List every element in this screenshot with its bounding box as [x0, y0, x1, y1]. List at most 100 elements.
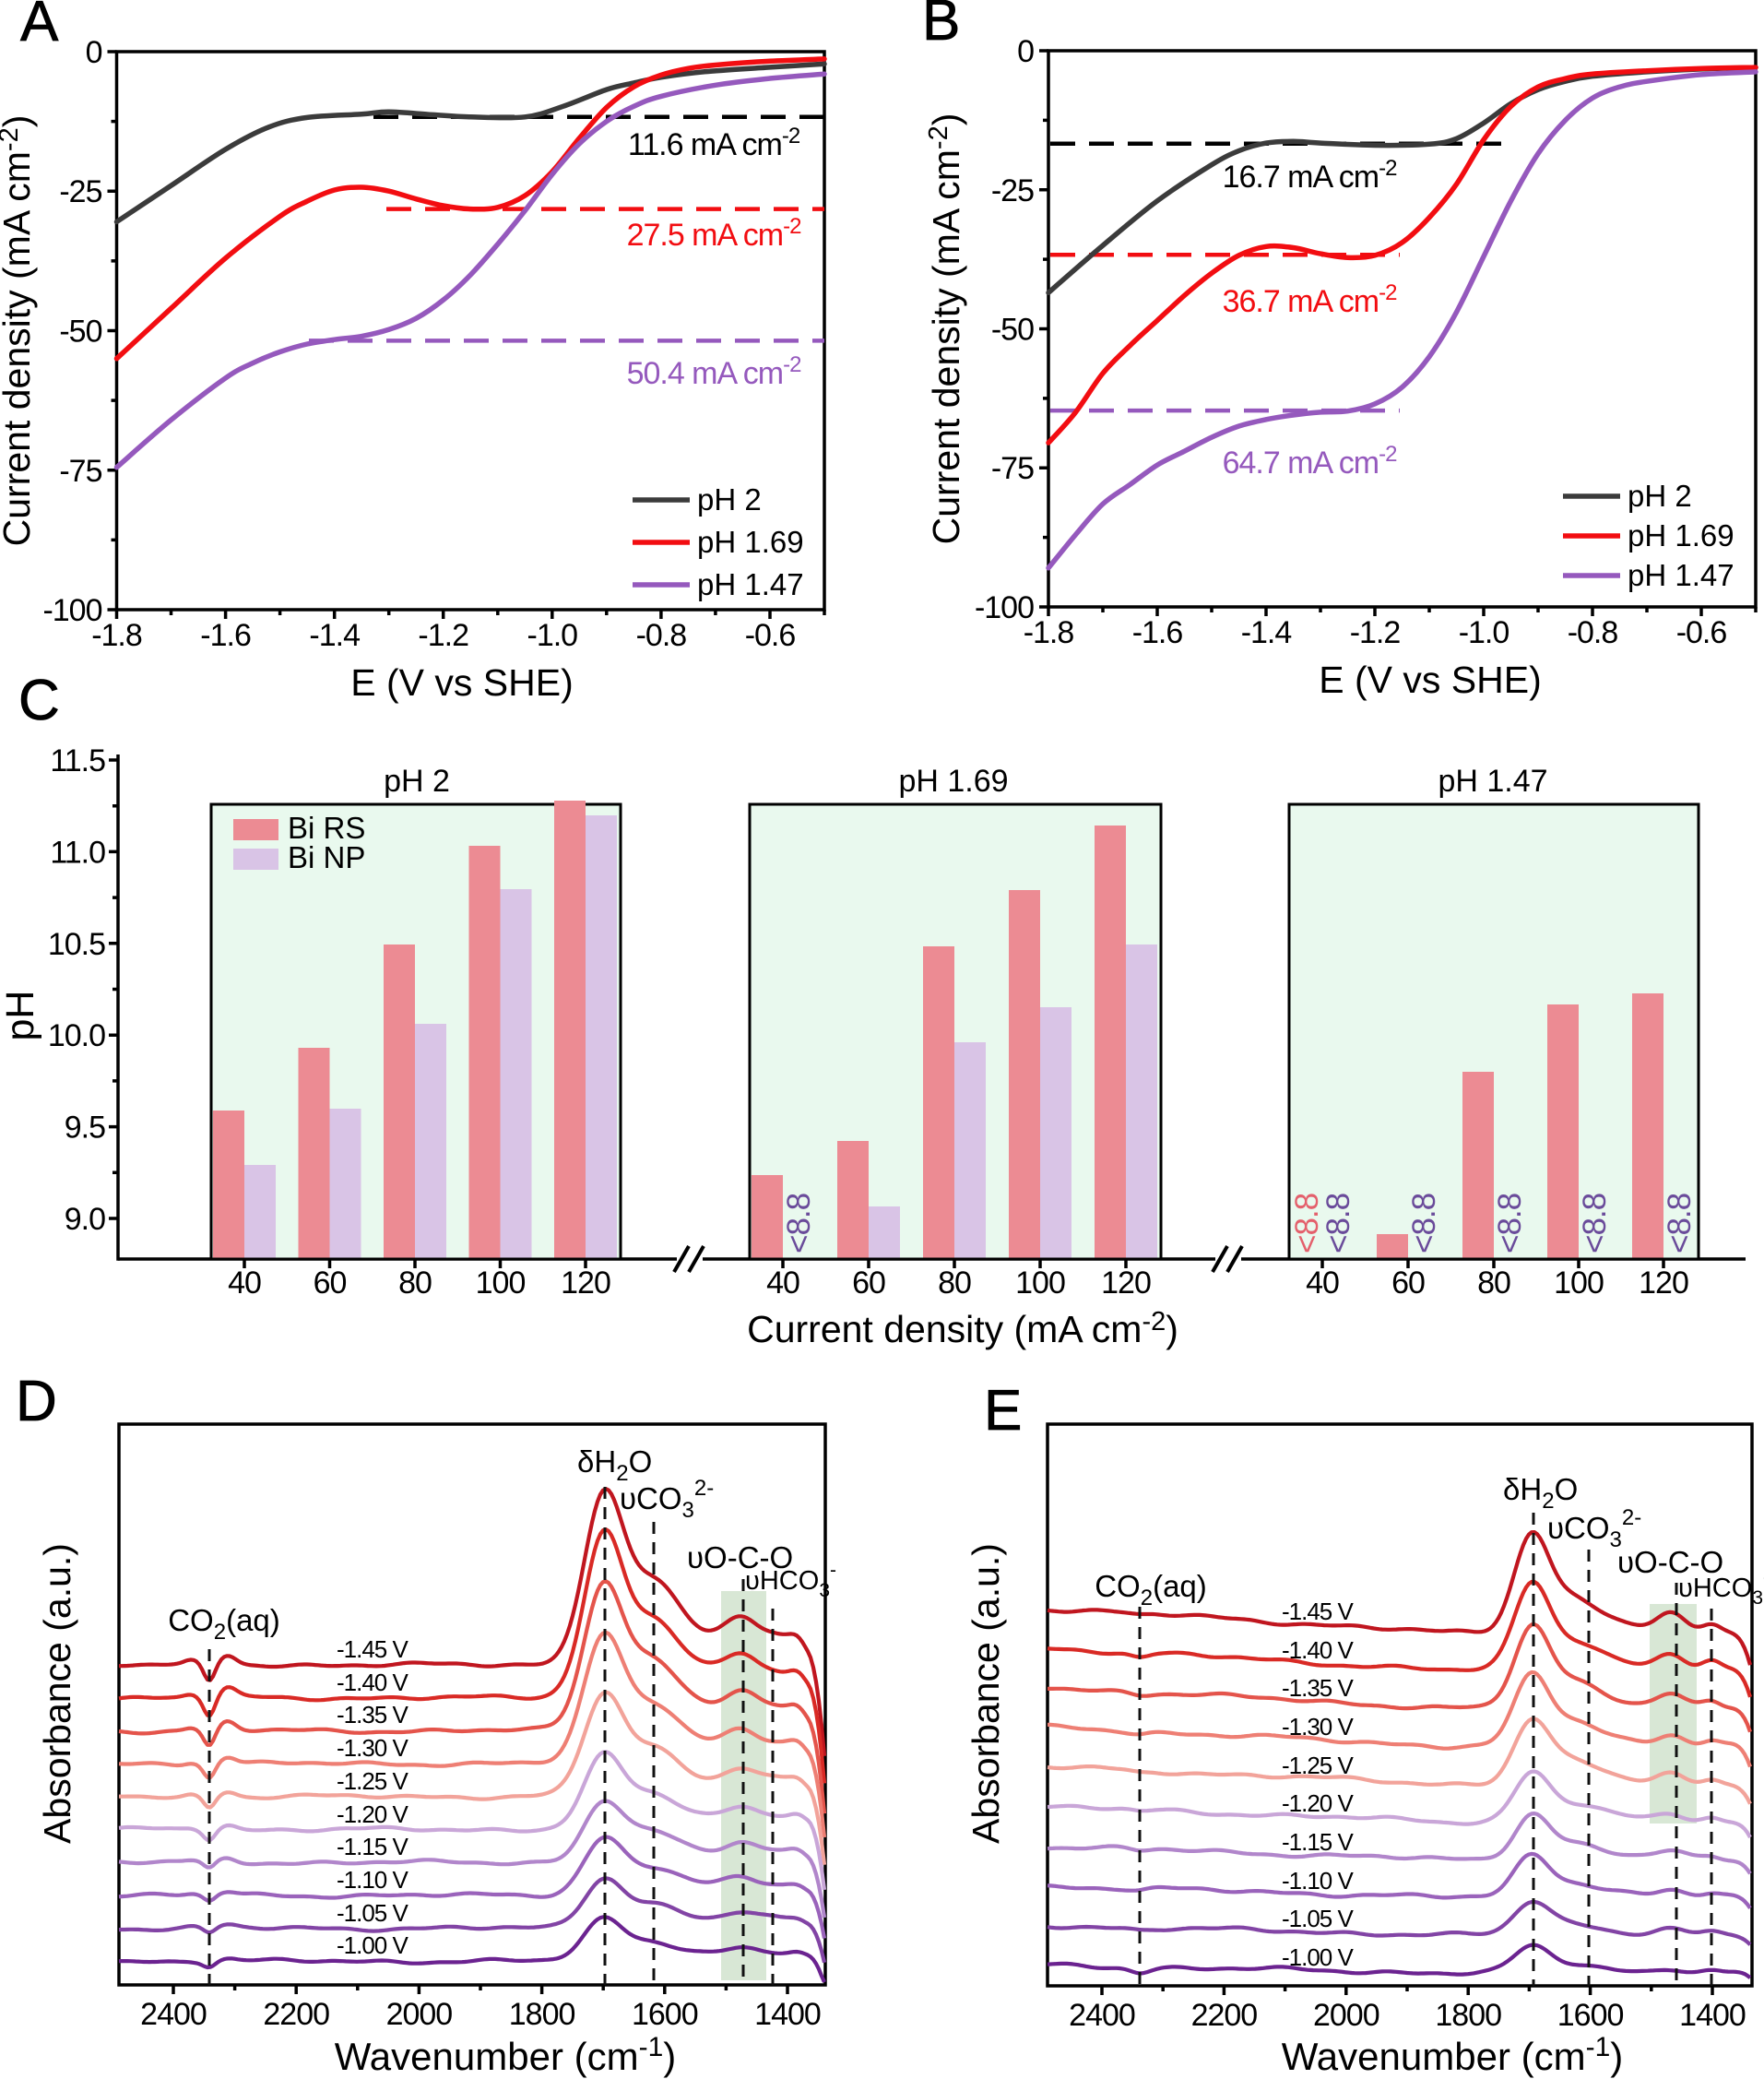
svg-text:-1.2: -1.2: [1350, 615, 1401, 650]
svg-text:10.5: 10.5: [48, 927, 105, 962]
svg-text:-1.40 V: -1.40 V: [337, 1669, 408, 1696]
svg-text:<8.8: <8.8: [1577, 1194, 1613, 1253]
svg-text:40: 40: [228, 1265, 261, 1301]
svg-text:-50: -50: [59, 315, 101, 350]
svg-text:Current density (mA cm-2): Current density (mA cm-2): [747, 1307, 1178, 1350]
svg-text:-1.00 V: -1.00 V: [337, 1931, 408, 1959]
svg-text:Bi NP: Bi NP: [288, 840, 365, 874]
svg-text:pH 1.69: pH 1.69: [697, 525, 804, 559]
svg-text:1400: 1400: [754, 1997, 821, 2032]
svg-text:-0.8: -0.8: [1568, 615, 1618, 650]
svg-text:40: 40: [766, 1265, 799, 1301]
svg-text:40: 40: [1306, 1265, 1339, 1301]
svg-text:υO-C-O: υO-C-O: [1617, 1545, 1723, 1579]
svg-text:-1.35 V: -1.35 V: [1282, 1674, 1354, 1702]
svg-text:B: B: [922, 0, 960, 53]
svg-text:2000: 2000: [386, 1997, 453, 2032]
svg-text:<8.8: <8.8: [1492, 1194, 1528, 1253]
svg-text:-1.25 V: -1.25 V: [337, 1767, 408, 1795]
svg-text:pH: pH: [0, 991, 42, 1041]
svg-text:A: A: [20, 0, 59, 53]
svg-text:2000: 2000: [1313, 1998, 1379, 2033]
svg-text:-1.20 V: -1.20 V: [1282, 1789, 1354, 1817]
svg-text:-0.8: -0.8: [636, 618, 687, 653]
svg-text:9.5: 9.5: [65, 1111, 105, 1146]
svg-text:<8.8: <8.8: [1289, 1194, 1325, 1253]
svg-text:Wavenumber (cm-1): Wavenumber (cm-1): [335, 2032, 677, 2078]
svg-text:1800: 1800: [509, 1997, 575, 2032]
svg-text:<8.8: <8.8: [1406, 1194, 1442, 1253]
svg-text:-1.0: -1.0: [1459, 615, 1509, 650]
svg-text:60: 60: [852, 1265, 885, 1301]
svg-text:υO-C-O: υO-C-O: [687, 1540, 793, 1574]
svg-text:pH 1.69: pH 1.69: [1628, 518, 1734, 552]
svg-text:11.0: 11.0: [50, 835, 105, 870]
svg-text:-1.45 V: -1.45 V: [337, 1635, 408, 1663]
svg-text:60: 60: [314, 1265, 347, 1301]
svg-text:9.0: 9.0: [65, 1202, 105, 1237]
svg-text:120: 120: [561, 1265, 610, 1301]
svg-text:Bi RS: Bi RS: [288, 811, 365, 845]
svg-text:Wavenumber (cm-1): Wavenumber (cm-1): [1282, 2032, 1624, 2078]
svg-text:pH 2: pH 2: [1628, 479, 1692, 513]
svg-text:80: 80: [398, 1265, 432, 1301]
svg-text:2200: 2200: [263, 1997, 329, 2032]
svg-text:Absorbance (a.u.): Absorbance (a.u.): [965, 1543, 1007, 1844]
svg-text:1400: 1400: [1679, 1998, 1746, 2033]
svg-text:1600: 1600: [1557, 1998, 1624, 2033]
svg-text:pH 2: pH 2: [384, 764, 450, 799]
svg-text:C: C: [18, 669, 60, 732]
svg-text:-1.0: -1.0: [527, 618, 578, 653]
svg-text:υHCO3-: υHCO3-: [1678, 1567, 1764, 1609]
svg-text:0: 0: [1017, 34, 1034, 69]
svg-text:1800: 1800: [1435, 1998, 1501, 2033]
svg-text:2400: 2400: [140, 1997, 207, 2032]
svg-text:-1.35 V: -1.35 V: [337, 1701, 408, 1729]
svg-text:-25: -25: [991, 173, 1034, 208]
svg-text:-1.15 V: -1.15 V: [1282, 1828, 1354, 1856]
svg-text:Current density (mA cm-2): Current density (mA cm-2): [0, 115, 38, 547]
svg-text:10.0: 10.0: [48, 1018, 105, 1053]
svg-text:11.5: 11.5: [50, 743, 105, 778]
svg-text:-1.6: -1.6: [200, 618, 251, 653]
svg-text:pH 2: pH 2: [697, 482, 762, 517]
svg-text:11.6 mA cm-2: 11.6 mA cm-2: [628, 124, 800, 162]
svg-text:80: 80: [1477, 1265, 1510, 1301]
svg-text:-75: -75: [59, 454, 101, 489]
svg-text:-1.15 V: -1.15 V: [337, 1833, 408, 1860]
svg-text:120: 120: [1101, 1265, 1151, 1301]
svg-text:-1.8: -1.8: [1024, 615, 1074, 650]
svg-text:E (V vs SHE): E (V vs SHE): [1319, 659, 1541, 701]
svg-text:-1.05 V: -1.05 V: [1282, 1905, 1354, 1932]
svg-text:2400: 2400: [1069, 1998, 1135, 2033]
svg-text:2200: 2200: [1191, 1998, 1258, 2033]
svg-text:<8.8: <8.8: [1320, 1194, 1356, 1253]
svg-text:-0.6: -0.6: [1676, 615, 1727, 650]
svg-text:36.7 mA cm-2: 36.7 mA cm-2: [1223, 280, 1398, 319]
svg-text:-1.6: -1.6: [1132, 615, 1183, 650]
svg-text:pH 1.69: pH 1.69: [898, 764, 1008, 799]
svg-text:-1.30 V: -1.30 V: [337, 1734, 408, 1762]
svg-text:16.7 mA cm-2: 16.7 mA cm-2: [1223, 156, 1398, 195]
svg-text:-1.4: -1.4: [1241, 615, 1292, 650]
svg-text:pH 1.47: pH 1.47: [1628, 558, 1734, 592]
svg-text:-1.2: -1.2: [418, 618, 468, 653]
svg-text:-1.4: -1.4: [309, 618, 360, 653]
svg-text:-1.10 V: -1.10 V: [337, 1866, 408, 1894]
svg-text:0: 0: [86, 35, 102, 70]
svg-text:<8.8: <8.8: [1662, 1194, 1698, 1253]
svg-text:27.5 mA cm-2: 27.5 mA cm-2: [627, 214, 802, 253]
svg-text:<8.8: <8.8: [781, 1194, 817, 1253]
svg-text:100: 100: [1554, 1265, 1604, 1301]
svg-text:Current density (mA cm-2): Current density (mA cm-2): [924, 113, 967, 545]
svg-text:E (V vs SHE): E (V vs SHE): [350, 661, 573, 704]
svg-text:pH 1.47: pH 1.47: [1438, 764, 1547, 799]
svg-text:-1.8: -1.8: [91, 618, 142, 653]
svg-text:-25: -25: [59, 174, 101, 209]
svg-text:-100: -100: [42, 593, 101, 628]
svg-text:80: 80: [938, 1265, 971, 1301]
svg-text:E: E: [984, 1379, 1022, 1443]
svg-text:-1.05 V: -1.05 V: [337, 1899, 408, 1927]
svg-text:-1.10 V: -1.10 V: [1282, 1867, 1354, 1895]
svg-text:-100: -100: [975, 590, 1034, 625]
